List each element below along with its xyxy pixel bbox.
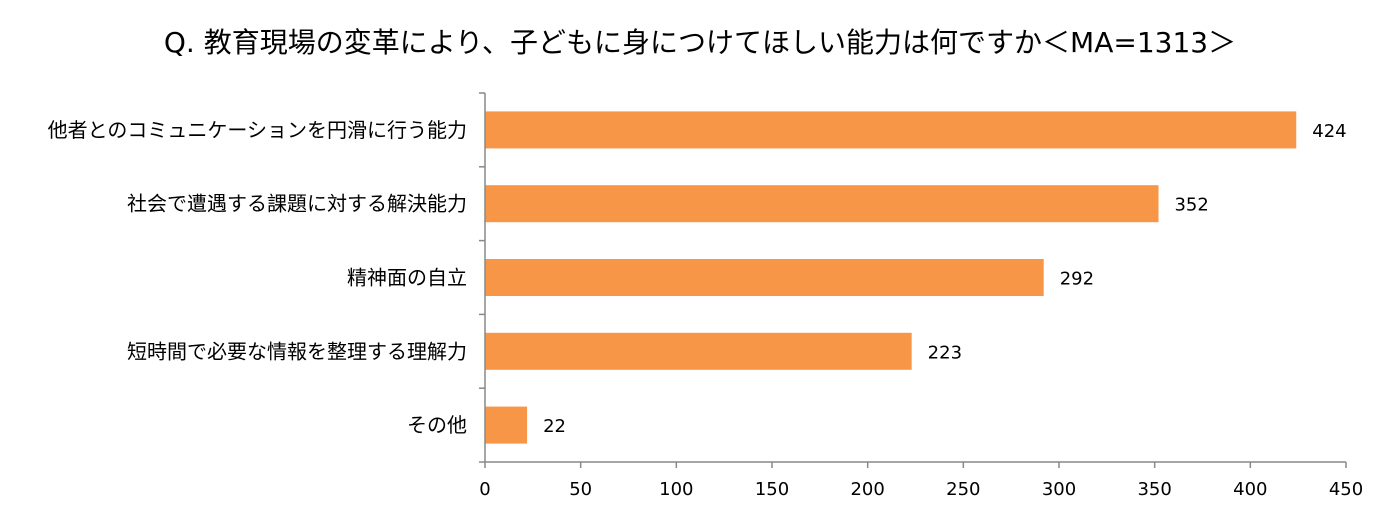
bar [485,185,1159,223]
value-label: 223 [928,342,962,363]
category-label: 短時間で必要な情報を整理する理解力 [127,339,467,363]
category-label: 他者とのコミュニケーションを円滑に行う能力 [48,118,467,142]
category-label: 社会で遭遇する課題に対する解決能力 [127,192,467,216]
x-tick-label: 450 [1329,479,1363,500]
value-label: 352 [1174,195,1208,216]
bars-group [485,111,1297,444]
x-tick-label: 200 [850,479,884,500]
x-tick-label: 50 [569,479,592,500]
x-tick-label: 0 [479,479,490,500]
bar [485,111,1297,149]
bar [485,259,1044,296]
value-label: 424 [1312,121,1346,142]
category-label: その他 [407,413,467,437]
x-tick-label: 300 [1042,479,1076,500]
bar [485,332,912,370]
value-labels: 424 352 292 223 22 [543,121,1347,437]
axes [479,92,1347,468]
value-label: 292 [1060,269,1094,290]
category-label: 精神面の自立 [347,266,467,290]
x-tick-label: 400 [1233,479,1267,500]
x-tick-label: 150 [755,479,789,500]
chart-title: Q. 教育現場の変革により、子どもに身につけてほしい能力は何ですか＜MA=131… [164,26,1236,59]
x-tick-label: 100 [659,479,693,500]
value-label: 22 [543,416,566,437]
x-tick-label: 250 [946,479,980,500]
x-tick-labels: 0 50 100 150 200 250 300 350 400 450 [479,479,1363,500]
category-labels: 他者とのコミュニケーションを円滑に行う能力社会で遭遇する課題に対する解決能力精神… [48,118,467,437]
bar [485,406,528,444]
x-tick-label: 350 [1137,479,1171,500]
